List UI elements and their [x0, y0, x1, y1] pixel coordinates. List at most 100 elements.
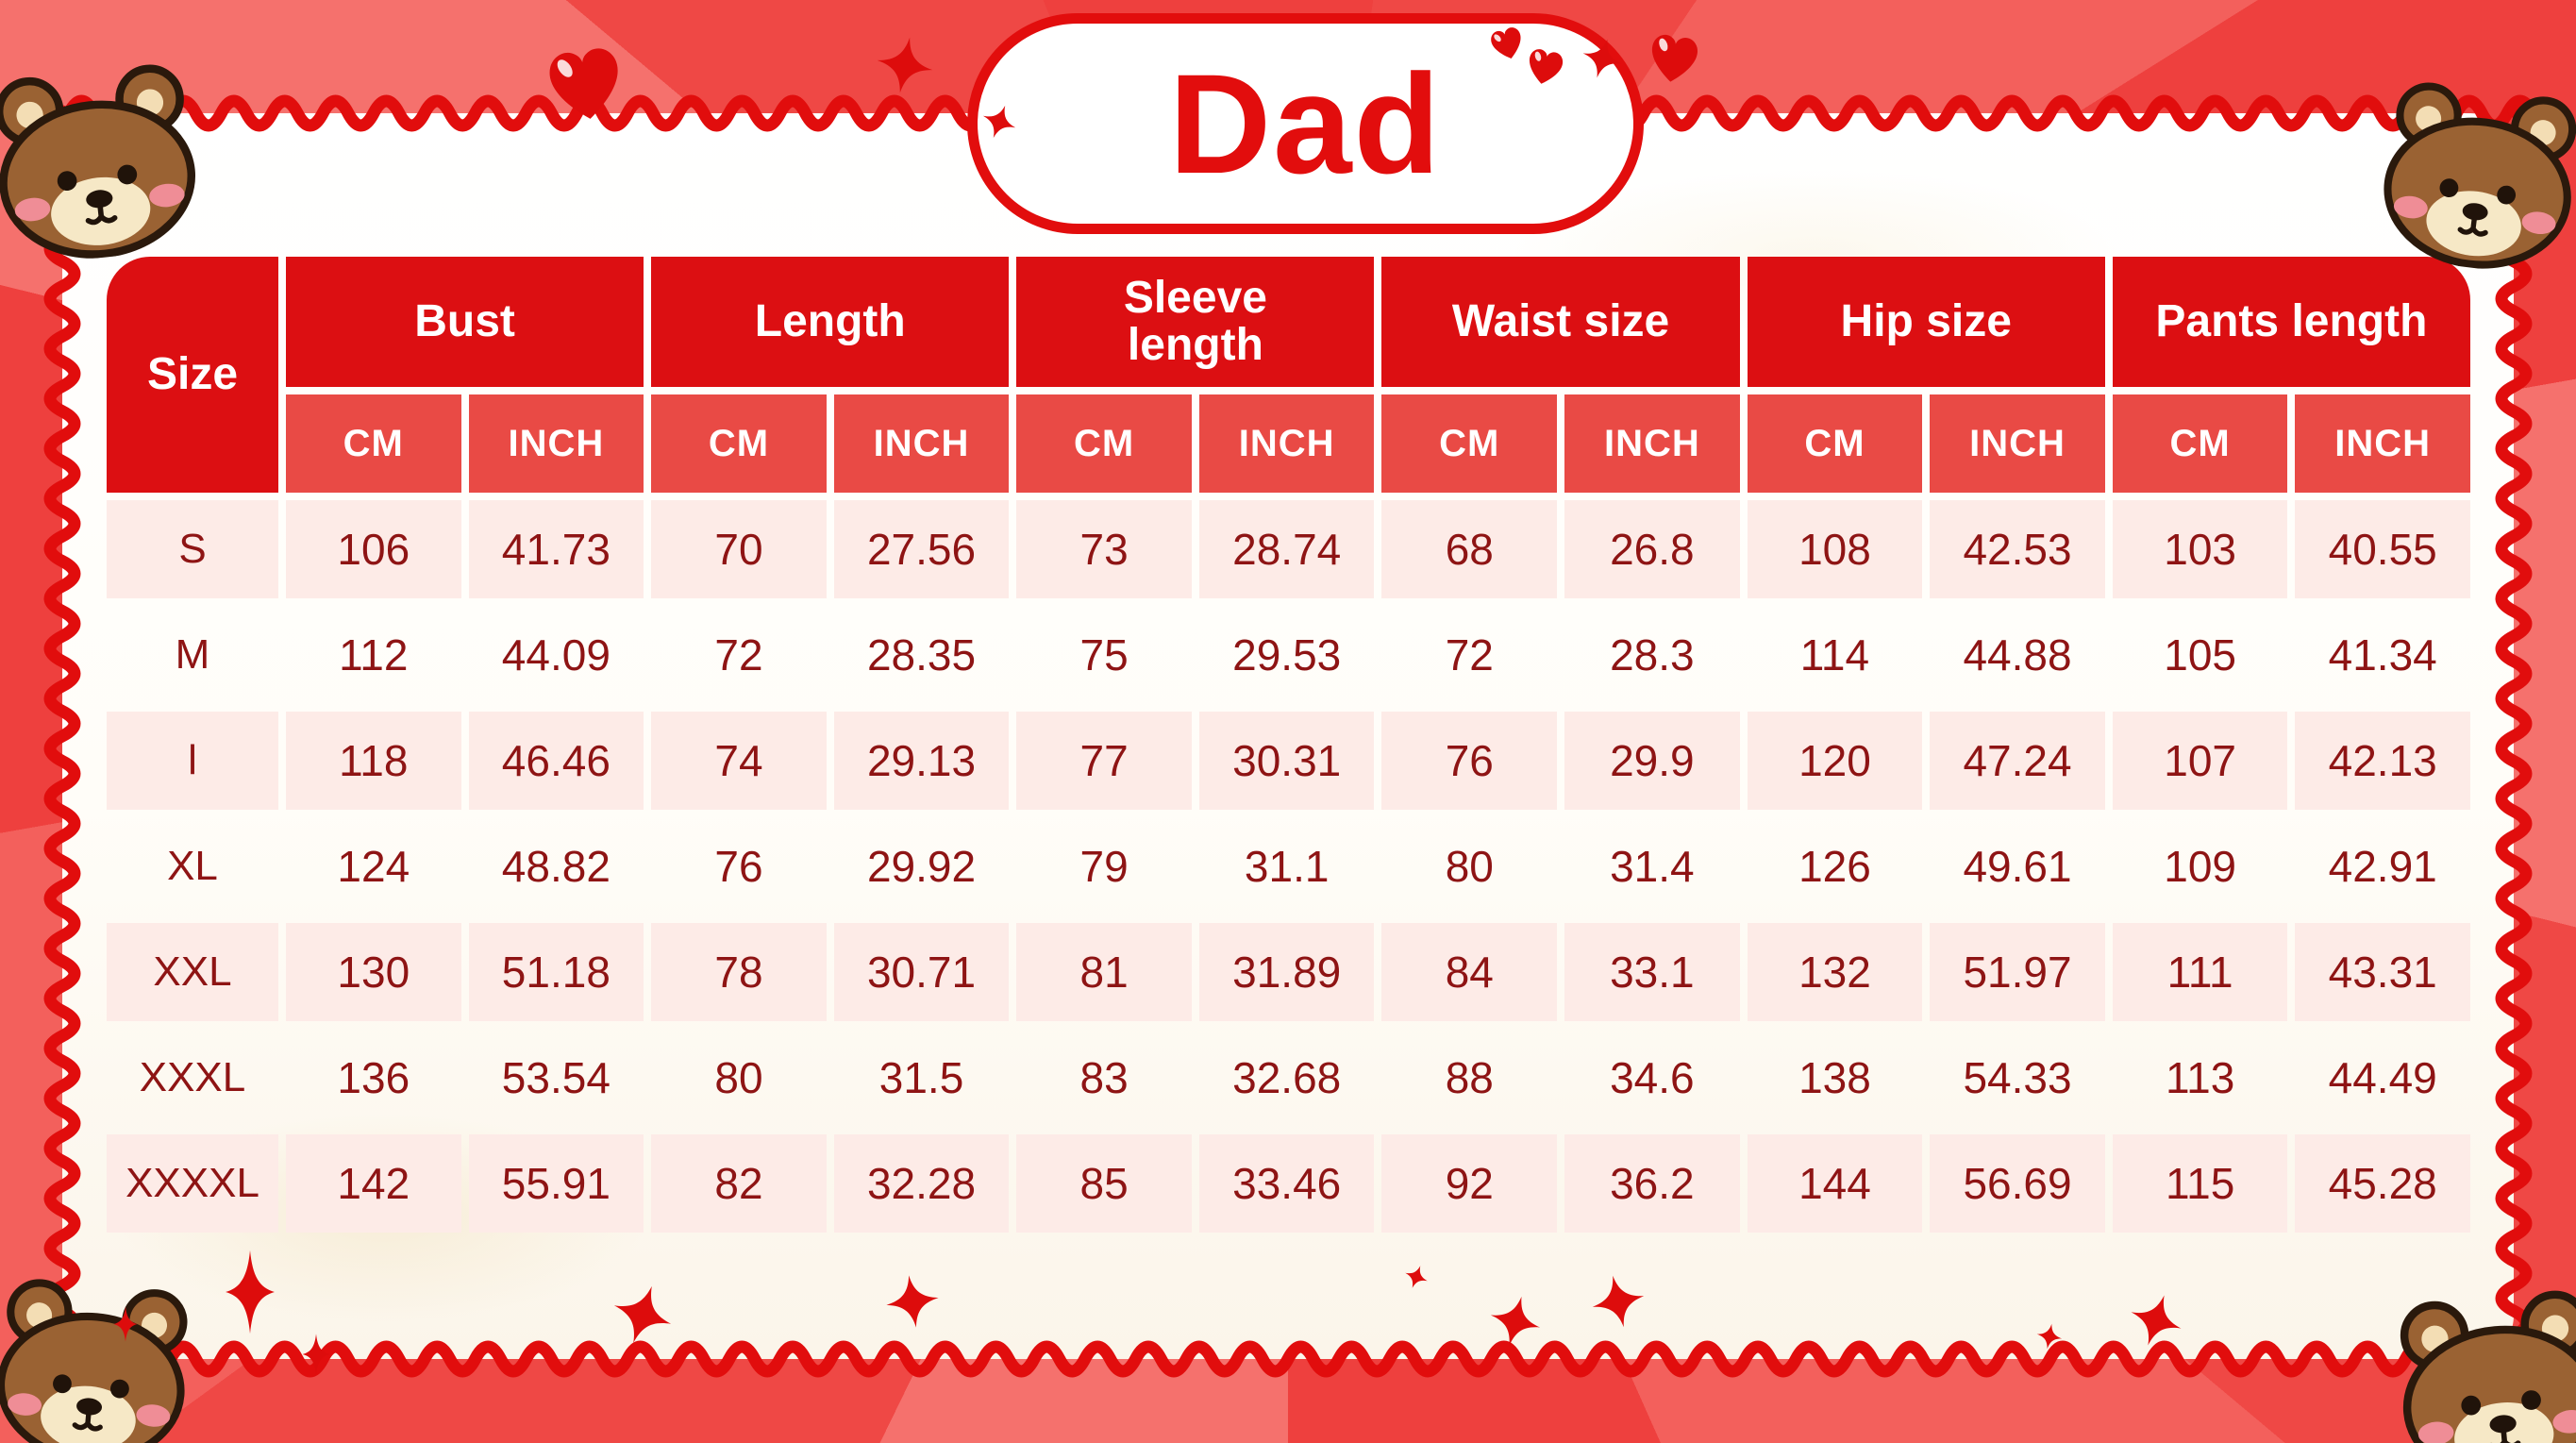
value-cell: 41.73 [468, 500, 644, 598]
size-table: Size Bust Length Sleeve length Waist size Hip… [107, 257, 2470, 1233]
sparkle-icon [302, 1334, 330, 1376]
value-cell: 30.71 [833, 923, 1010, 1021]
value-cell: 115 [2112, 1134, 2288, 1233]
size-cell: XXXL [139, 1054, 246, 1100]
sparkle-icon [2034, 1321, 2065, 1351]
title-pill: Dad [967, 13, 1644, 234]
value-cell: 130 [286, 923, 461, 1021]
size-cell: XXXXL [107, 1134, 278, 1233]
value-cell: 29.53 [1232, 630, 1342, 680]
value-cell: 111 [2112, 923, 2288, 1021]
value-cell: 85 [1016, 1134, 1192, 1233]
value-cell: 51.97 [1930, 923, 2105, 1021]
value-cell: 53.54 [501, 1053, 611, 1102]
sparkle-icon [113, 1306, 138, 1343]
teddy-bear-icon [2367, 70, 2576, 280]
value-cell: 103 [2112, 500, 2288, 598]
value-cell: 41.34 [2328, 630, 2437, 680]
sparkle-icon [881, 1270, 944, 1333]
size-cell: XL [167, 843, 218, 889]
size-cell: M [175, 631, 210, 678]
value-cell: 33.46 [1198, 1134, 1375, 1233]
value-cell: 132 [1747, 923, 1923, 1021]
value-cell: 36.2 [1564, 1134, 1740, 1233]
value-cell: 108 [1747, 500, 1923, 598]
value-cell: 74 [651, 712, 827, 810]
value-cell: 31.1 [1244, 842, 1330, 891]
group-header-cell: Bust [286, 257, 644, 387]
value-cell: 31.5 [878, 1053, 964, 1102]
value-cell: 29.92 [866, 842, 977, 891]
teddy-bear-icon [0, 52, 211, 269]
value-cell: 42.91 [2328, 842, 2437, 891]
value-cell: 118 [286, 712, 461, 810]
value-cell: 109 [2164, 842, 2236, 891]
value-cell: 79 [1079, 842, 1129, 891]
unit-header-cell: CM [286, 394, 461, 493]
value-cell: 46.46 [468, 712, 644, 810]
value-cell: 107 [2112, 712, 2288, 810]
value-cell: 33.1 [1564, 923, 1740, 1021]
header-cell-size: Size [107, 257, 278, 493]
value-cell: 30.31 [1198, 712, 1375, 810]
value-cell: 72 [1445, 630, 1494, 680]
sparkle-icon [1586, 1269, 1651, 1334]
value-cell: 138 [1798, 1053, 1871, 1102]
unit-header-cell: INCH [1930, 394, 2105, 493]
teddy-bear-icon [0, 1267, 202, 1443]
value-cell: 114 [1799, 630, 1870, 680]
value-cell: 113 [2165, 1053, 2235, 1102]
value-cell: 88 [1445, 1053, 1494, 1102]
value-cell: 78 [651, 923, 827, 1021]
unit-header-cell: INCH [833, 394, 1010, 493]
value-cell: 44.49 [2328, 1053, 2437, 1102]
value-cell: 56.69 [1930, 1134, 2105, 1233]
size-cell: S [107, 500, 278, 598]
heart-icon [534, 30, 636, 132]
page-title: Dad [1168, 43, 1443, 203]
value-cell: 92 [1381, 1134, 1558, 1233]
size-cell: XXL [107, 923, 278, 1021]
value-cell: 83 [1079, 1053, 1129, 1102]
value-cell: 42.13 [2295, 712, 2470, 810]
heart-icon [1640, 23, 1708, 91]
group-header-cell: Hip size [1747, 257, 2105, 387]
value-cell: 81 [1016, 923, 1192, 1021]
value-cell: 48.82 [501, 842, 611, 891]
value-cell: 28.3 [1610, 630, 1695, 680]
value-cell: 28.74 [1198, 500, 1375, 598]
value-cell: 27.56 [833, 500, 1010, 598]
value-cell: 136 [337, 1053, 410, 1102]
value-cell: 43.31 [2295, 923, 2470, 1021]
unit-header-cell: CM [1381, 394, 1558, 493]
value-cell: 31.89 [1198, 923, 1375, 1021]
value-cell: 40.55 [2295, 500, 2470, 598]
value-cell: 112 [339, 630, 409, 680]
value-cell: 84 [1381, 923, 1558, 1021]
value-cell: 77 [1016, 712, 1192, 810]
value-cell: 126 [1798, 842, 1871, 891]
value-cell: 80 [714, 1053, 763, 1102]
unit-header-cell: INCH [468, 394, 644, 493]
value-cell: 73 [1016, 500, 1192, 598]
value-cell: 54.33 [1963, 1053, 2072, 1102]
value-cell: 124 [337, 842, 410, 891]
value-cell: 49.61 [1963, 842, 2072, 891]
value-cell: 76 [714, 842, 763, 891]
value-cell: 32.28 [833, 1134, 1010, 1233]
value-cell: 32.68 [1232, 1053, 1342, 1102]
value-cell: 29.9 [1564, 712, 1740, 810]
value-cell: 82 [651, 1134, 827, 1233]
value-cell: 72 [714, 630, 763, 680]
unit-header-cell: CM [2112, 394, 2288, 493]
unit-header-cell: INCH [2295, 394, 2470, 493]
value-cell: 105 [2164, 630, 2236, 680]
value-cell: 44.88 [1963, 630, 2072, 680]
size-cell: l [107, 712, 278, 810]
value-cell: 144 [1747, 1134, 1923, 1233]
value-cell: 55.91 [468, 1134, 644, 1233]
value-cell: 42.53 [1930, 500, 2105, 598]
group-header-cell: Pants length [2112, 257, 2470, 387]
group-header-cell: Waist size [1381, 257, 1740, 387]
